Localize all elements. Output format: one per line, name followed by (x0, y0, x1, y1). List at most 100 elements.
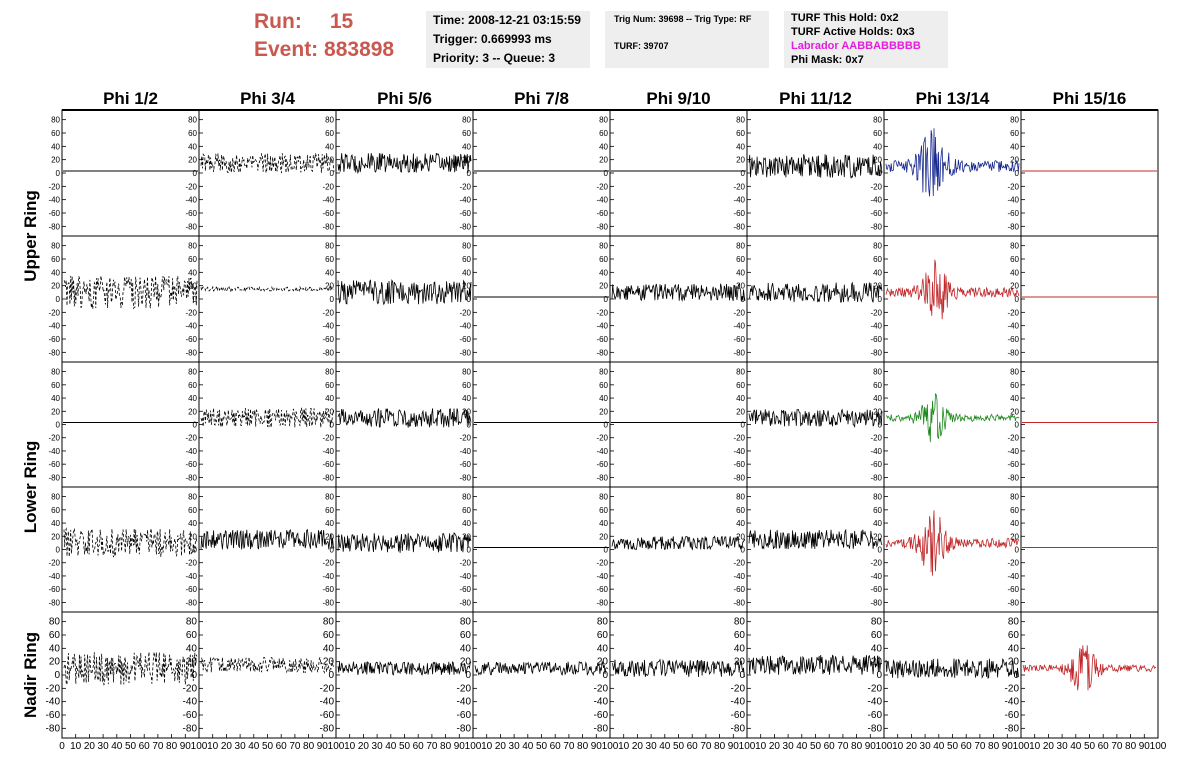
y-tick-label: -40 (459, 572, 471, 581)
y-tick-label: 40 (597, 643, 609, 654)
y-tick-label: 40 (325, 394, 334, 403)
y-tick-label: 60 (325, 506, 334, 515)
y-tick-label: 20 (736, 532, 745, 541)
y-tick-label: -80 (596, 598, 608, 607)
y-tick-label: 80 (1008, 617, 1020, 628)
y-tick-label: 80 (325, 368, 334, 377)
y-tick-label: -80 (48, 473, 60, 482)
y-tick-label: 40 (734, 643, 746, 654)
y-tick-label: -40 (868, 697, 883, 708)
waveform-trace (200, 407, 335, 428)
y-tick-label: 60 (736, 129, 745, 138)
waveform-trace (885, 128, 1020, 197)
y-tick-label: 80 (462, 242, 471, 251)
column-header: Phi 5/6 (377, 89, 432, 108)
y-tick-label: -20 (733, 559, 745, 568)
y-tick-label: 60 (736, 255, 745, 264)
waveform-trace (200, 285, 335, 293)
x-tick-label: 70 (289, 741, 301, 752)
y-tick-label: 40 (1010, 519, 1019, 528)
panel-frame (198, 486, 337, 613)
y-tick-label: 80 (873, 242, 882, 251)
y-tick-label: 40 (1010, 394, 1019, 403)
y-tick-label: -20 (1007, 308, 1019, 317)
y-tick-label: 60 (599, 381, 608, 390)
panel-frame (609, 361, 748, 488)
y-tick-label: 20 (188, 282, 197, 291)
y-tick-label: -40 (870, 572, 882, 581)
y-tick-label: 40 (51, 394, 60, 403)
y-tick-label: 60 (49, 630, 61, 641)
waveform-trace (200, 656, 335, 675)
y-tick-label: -80 (733, 222, 745, 231)
panel-frame (61, 235, 200, 363)
y-tick-label: 0 (741, 546, 746, 555)
y-tick-label: -20 (868, 683, 883, 694)
x-tick-label: 90 (591, 741, 603, 752)
y-tick-label: -20 (596, 434, 608, 443)
y-tick-label: 80 (188, 116, 197, 125)
y-tick-label: -20 (870, 434, 882, 443)
x-tick-label: 80 (988, 741, 1000, 752)
y-tick-label: 20 (873, 532, 882, 541)
y-tick-label: -60 (322, 460, 334, 469)
y-tick-label: 40 (49, 643, 61, 654)
waveform-panel: -80 -60 -40 -20 0 20 40 60 80 (1007, 109, 1159, 237)
y-tick-label: -20 (322, 434, 334, 443)
waveform-trace (748, 154, 883, 179)
y-tick-label: 80 (873, 116, 882, 125)
y-tick-label: 80 (188, 493, 197, 502)
y-tick-label: -40 (870, 196, 882, 205)
waveform-panel: -80 -60 -40 -20 0 20 40 60 80 (459, 235, 611, 363)
x-tick-label: 30 (1057, 741, 1069, 752)
y-tick-label: -20 (459, 559, 471, 568)
y-tick-label: -40 (48, 447, 60, 456)
y-tick-label: -40 (185, 572, 197, 581)
y-tick-label: 40 (325, 142, 334, 151)
x-tick-label: 100 (328, 741, 345, 752)
run-value: 15 (329, 10, 354, 33)
x-tick-label: 100 (1150, 741, 1167, 752)
y-tick-label: -40 (322, 196, 334, 205)
x-tick-label: 100 (191, 741, 208, 752)
y-tick-label: 80 (736, 242, 745, 251)
waveform-panel: -80 -60 -40 -20 0 20 40 60 80 (594, 611, 748, 739)
y-tick-label: 20 (49, 657, 61, 668)
y-tick-label: -40 (48, 572, 60, 581)
y-tick-label: -80 (185, 348, 197, 357)
y-tick-label: -60 (183, 710, 198, 721)
x-tick-label: 60 (1098, 741, 1110, 752)
column-header: Phi 11/12 (779, 89, 852, 108)
y-tick-label: -20 (48, 434, 60, 443)
y-tick-label: -80 (185, 222, 197, 231)
y-tick-label: 60 (873, 506, 882, 515)
event-line: Event: 883898 (254, 36, 394, 64)
y-tick-label: 20 (51, 407, 60, 416)
y-tick-label: 20 (51, 282, 60, 291)
y-tick-label: 60 (460, 630, 472, 641)
y-tick-label: -20 (1007, 182, 1019, 191)
panel-frame (335, 611, 474, 739)
ring-label: Upper Ring (21, 190, 40, 282)
waveform-panel: -80 -60 -40 -20 0 20 40 60 80 (870, 361, 1022, 488)
y-tick-label: 0 (1015, 421, 1020, 430)
y-tick-label: -80 (48, 598, 60, 607)
x-tick-label: 80 (1125, 741, 1137, 752)
y-tick-label: 0 (1013, 670, 1019, 681)
waveform-panel: -80 -60 -40 -20 0 20 40 60 80 (322, 109, 474, 237)
waveform-trace (748, 408, 883, 428)
y-tick-label: -60 (46, 710, 61, 721)
y-tick-label: -80 (733, 473, 745, 482)
y-tick-label: 20 (734, 657, 746, 668)
y-tick-label: -60 (1005, 710, 1020, 721)
y-tick-label: 40 (599, 142, 608, 151)
x-tick-label: 20 (358, 741, 370, 752)
y-tick-label: 20 (736, 407, 745, 416)
y-tick-label: 80 (873, 493, 882, 502)
y-tick-label: 80 (462, 368, 471, 377)
x-tick-label: 20 (632, 741, 644, 752)
y-tick-label: 20 (873, 282, 882, 291)
y-tick-label: 80 (599, 368, 608, 377)
y-tick-label: -40 (46, 697, 61, 708)
trigger-info-box: Trig Num: 39698 -- Trig Type: RF TURF: 3… (605, 11, 769, 68)
